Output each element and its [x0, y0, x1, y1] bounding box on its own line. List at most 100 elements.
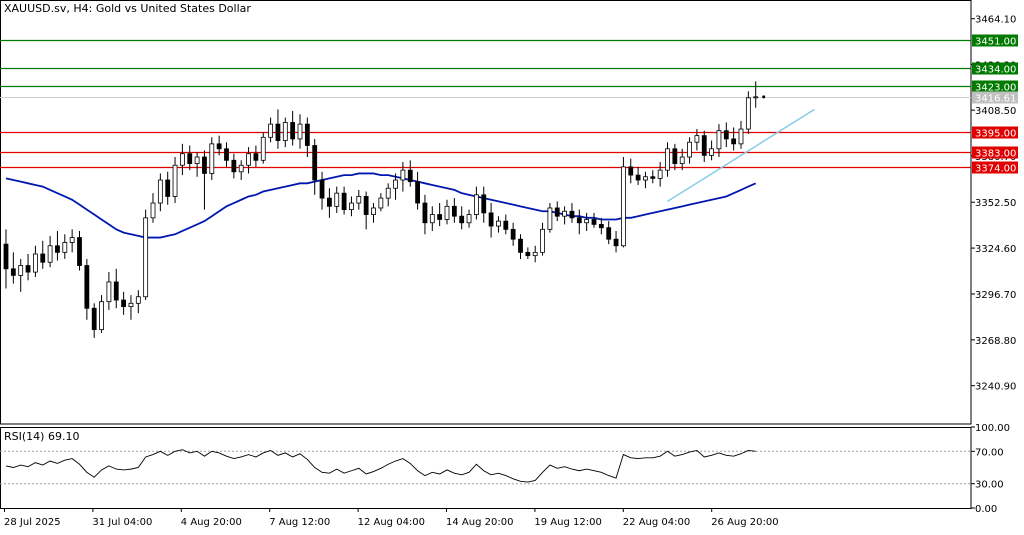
candle — [437, 203, 443, 227]
candle-body — [77, 237, 82, 266]
candle-body — [400, 169, 406, 181]
candle-body — [238, 164, 244, 173]
candle — [224, 142, 229, 167]
candle — [40, 240, 46, 269]
candle — [84, 258, 90, 320]
candle-body — [415, 181, 421, 204]
candle-body — [378, 197, 384, 209]
price-axis-label: 3408.50 — [975, 106, 1016, 117]
candle — [422, 194, 428, 235]
candle-body — [753, 96, 759, 99]
candle-body — [716, 130, 722, 150]
candle — [481, 186, 487, 223]
level-tag-label: 3423.00 — [975, 83, 1016, 94]
candle-body — [459, 215, 465, 224]
candle-body — [532, 251, 538, 257]
candle — [253, 145, 259, 167]
candle-body — [268, 123, 274, 138]
candle — [231, 153, 237, 179]
candle — [143, 209, 149, 301]
candle — [47, 235, 53, 268]
candle — [10, 252, 16, 284]
level-tag-support — [972, 126, 1018, 139]
candle — [99, 295, 104, 333]
candle-body — [481, 194, 487, 214]
candle — [723, 122, 729, 148]
candle-body — [437, 214, 443, 220]
chart-title: XAUUSD.sv, H4: Gold vs United States Dol… — [4, 2, 251, 15]
candle — [106, 272, 112, 310]
candle — [290, 110, 296, 146]
candle — [665, 142, 670, 177]
candle — [157, 173, 163, 212]
price-axis-label: 3352.50 — [975, 198, 1016, 209]
candle — [356, 189, 362, 210]
candle — [121, 291, 126, 315]
candle — [326, 188, 332, 218]
candle — [613, 230, 619, 253]
candle-body — [84, 265, 90, 309]
candle-body — [150, 202, 156, 219]
candle-body — [253, 153, 259, 161]
candle — [532, 245, 538, 263]
candle — [349, 196, 354, 217]
time-axis-label: 7 Aug 12:00 — [269, 517, 330, 528]
candle-body — [657, 169, 663, 179]
candle-body — [25, 265, 31, 273]
price-axis-label: 3296.70 — [975, 290, 1016, 301]
candle-body — [341, 192, 347, 211]
candle — [202, 150, 207, 210]
candle-body — [18, 265, 24, 276]
candle-body — [55, 245, 60, 253]
candle — [540, 222, 545, 256]
level-tag-resistance — [972, 80, 1018, 93]
candle — [77, 230, 82, 271]
candle-body — [643, 176, 648, 181]
candle-body — [40, 253, 46, 263]
candle — [216, 135, 222, 156]
candle-body — [393, 179, 398, 189]
candle — [135, 290, 141, 314]
candle — [709, 140, 714, 161]
candle — [113, 268, 119, 309]
candle — [55, 230, 60, 261]
price-marker-dot — [762, 95, 766, 99]
moving-average-line — [5, 172, 757, 239]
time-axis-label: 26 Aug 20:00 — [711, 517, 778, 528]
candle — [319, 171, 325, 210]
candle-body — [179, 153, 185, 166]
candle — [628, 158, 634, 184]
time-axis-label: 4 Aug 20:00 — [181, 517, 242, 528]
main-pane-frame — [0, 0, 972, 425]
candle-body — [701, 135, 707, 156]
candle — [429, 206, 435, 231]
candle-body — [650, 176, 656, 179]
candle-body — [635, 174, 641, 181]
candle-body — [385, 187, 391, 199]
candle-body — [297, 123, 303, 140]
time-axis-label: 28 Jul 2025 — [4, 517, 61, 528]
candle-body — [143, 217, 149, 298]
candle — [738, 120, 744, 149]
candle — [363, 191, 369, 230]
candle-body — [628, 166, 634, 176]
candle-body — [187, 153, 193, 164]
candle-body — [33, 253, 38, 273]
candle-body — [260, 136, 266, 161]
candle — [165, 171, 171, 205]
candle — [569, 203, 575, 223]
candle — [459, 206, 465, 230]
candle — [268, 117, 274, 143]
candle-body — [202, 156, 207, 174]
candle-body — [69, 237, 75, 243]
candle-body — [510, 228, 516, 240]
price-axis-label: 3268.80 — [975, 336, 1016, 347]
candle — [525, 247, 531, 259]
candle — [503, 214, 509, 235]
candle — [753, 81, 759, 108]
candle-body — [525, 251, 531, 257]
candle — [701, 130, 707, 162]
candle-body — [275, 123, 281, 141]
